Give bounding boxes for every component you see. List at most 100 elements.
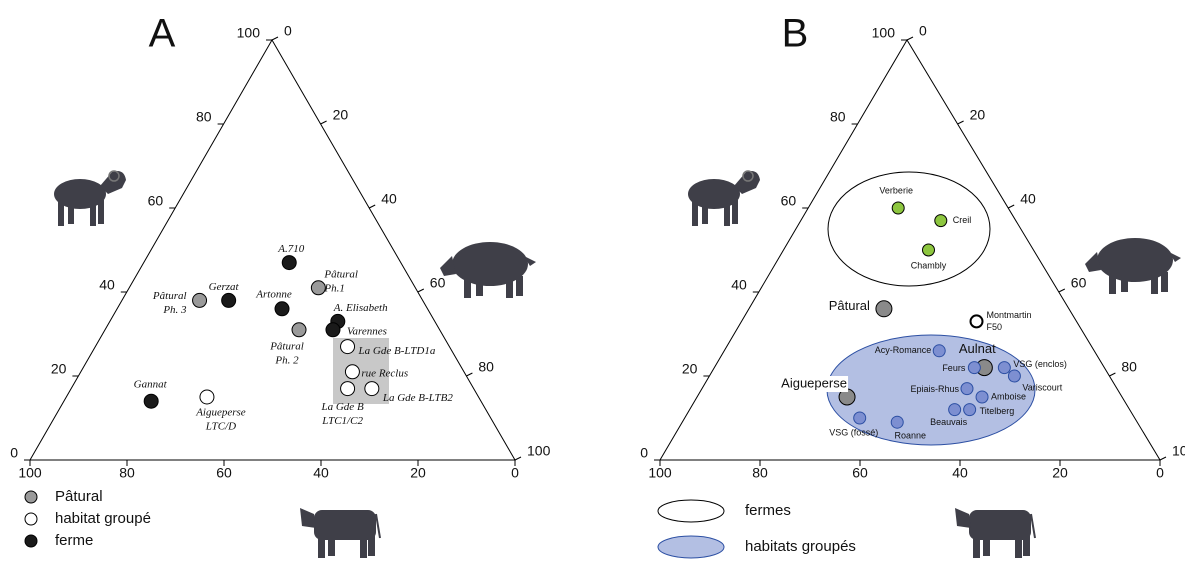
bottom-tick-label: 0 xyxy=(1156,465,1164,481)
data-point xyxy=(340,381,356,397)
data-point xyxy=(891,201,905,215)
legend-swatch xyxy=(657,499,725,523)
sheep-icon xyxy=(687,170,761,227)
right-tick-label: 20 xyxy=(970,107,986,123)
data-point xyxy=(310,280,326,296)
data-point xyxy=(969,314,984,329)
legend-swatch xyxy=(24,512,38,526)
right-tick-label: 60 xyxy=(1071,275,1087,291)
point-label: VSG (enclos) xyxy=(1013,359,1067,369)
point-label: Aigueperse xyxy=(195,407,246,419)
data-point xyxy=(192,292,208,308)
point-label: Roanne xyxy=(894,431,926,441)
left-tick-label: 0 xyxy=(10,445,18,461)
data-point xyxy=(364,381,380,397)
right-tick-label: 0 xyxy=(919,23,927,39)
legend-swatch xyxy=(657,535,725,559)
point-label: Amboise xyxy=(991,391,1026,401)
cattle-icon xyxy=(299,507,381,559)
point-label: VSG (fossé) xyxy=(829,427,878,437)
data-point xyxy=(967,361,981,375)
bottom-tick-label: 60 xyxy=(852,465,868,481)
point-label: LTC/D xyxy=(205,421,236,433)
point-label: Gerzat xyxy=(209,281,240,293)
left-tick-label: 80 xyxy=(196,109,212,125)
bottom-tick-label: 20 xyxy=(410,465,426,481)
label-bg xyxy=(780,376,849,392)
point-label: Epiais-Rhus xyxy=(910,384,959,394)
bottom-tick-label: 80 xyxy=(752,465,768,481)
point-label: A. Elisabeth xyxy=(333,302,388,314)
legend-label: Pâtural xyxy=(55,488,103,505)
panel-label: B xyxy=(782,12,809,56)
left-tick-label: 20 xyxy=(51,361,67,377)
legend-swatch xyxy=(24,534,38,548)
point-label: LTC1/C2 xyxy=(321,415,363,427)
tick-mark xyxy=(417,288,425,293)
right-tick-label: 80 xyxy=(478,359,494,375)
bottom-tick-label: 100 xyxy=(18,465,42,481)
data-point xyxy=(274,301,290,317)
data-point xyxy=(340,339,356,355)
bottom-tick-label: 40 xyxy=(952,465,968,481)
data-point xyxy=(281,255,297,271)
tick-mark xyxy=(1109,372,1116,377)
point-label: rue Reclus xyxy=(361,367,408,379)
point-label: Variscourt xyxy=(1022,382,1062,392)
data-point xyxy=(199,389,215,405)
bottom-tick-label: 100 xyxy=(648,465,672,481)
legend-label: ferme xyxy=(55,532,93,549)
left-tick-label: 40 xyxy=(99,277,115,293)
right-tick-label: 40 xyxy=(1020,191,1036,207)
data-point xyxy=(344,364,360,380)
data-point xyxy=(960,382,974,396)
point-label: Montmartin xyxy=(987,310,1032,320)
tick-mark xyxy=(271,36,279,41)
point-label: La Gde B xyxy=(321,401,364,413)
point-label: Titelberg xyxy=(980,406,1015,416)
bottom-tick-label: 60 xyxy=(216,465,232,481)
data-point xyxy=(922,243,935,257)
tick-mark xyxy=(320,120,327,125)
data-point xyxy=(325,322,341,338)
bottom-tick-label: 20 xyxy=(1052,465,1068,481)
point-label: La Gde B-LTB2 xyxy=(382,392,454,404)
data-point xyxy=(963,403,977,417)
data-point xyxy=(875,300,893,318)
data-point xyxy=(932,344,946,358)
point-label: Pâtural xyxy=(152,290,187,302)
bottom-tick-label: 0 xyxy=(511,465,519,481)
tick-mark xyxy=(1058,288,1066,293)
left-tick-label: 100 xyxy=(872,25,896,41)
point-label: F50 xyxy=(987,322,1003,332)
bottom-tick-label: 80 xyxy=(119,465,135,481)
bottom-tick-label: 40 xyxy=(313,465,329,481)
right-tick-label: 40 xyxy=(381,191,397,207)
legend-label: habitat groupé xyxy=(55,510,151,527)
sheep-icon xyxy=(53,170,127,227)
data-point xyxy=(1007,369,1021,383)
left-tick-label: 40 xyxy=(731,277,747,293)
point-label: Pâtural xyxy=(829,298,870,313)
point-label: Pâtural xyxy=(269,340,304,352)
data-point xyxy=(975,390,989,404)
point-label: Gannat xyxy=(134,379,168,391)
panel-label: A xyxy=(149,12,176,56)
point-label: Beauvais xyxy=(930,417,968,427)
legend-label: habitats groupés xyxy=(745,538,856,555)
tick-mark xyxy=(1007,204,1015,209)
left-tick-label: 60 xyxy=(148,193,164,209)
point-label: Pâtural xyxy=(323,268,358,280)
point-label: Ph. 3 xyxy=(162,304,187,316)
point-label: Varennes xyxy=(347,325,387,337)
right-tick-label: 80 xyxy=(1121,359,1137,375)
right-tick-label: 0 xyxy=(284,23,292,39)
point-label: Aulnat xyxy=(959,341,996,356)
pig-icon xyxy=(440,242,536,298)
point-label: Chambly xyxy=(911,260,947,270)
right-tick-label: 20 xyxy=(333,107,349,123)
left-tick-label: 60 xyxy=(781,193,797,209)
point-label: La Gde B-LTD1a xyxy=(358,345,436,357)
point-label: Creil xyxy=(953,215,972,225)
